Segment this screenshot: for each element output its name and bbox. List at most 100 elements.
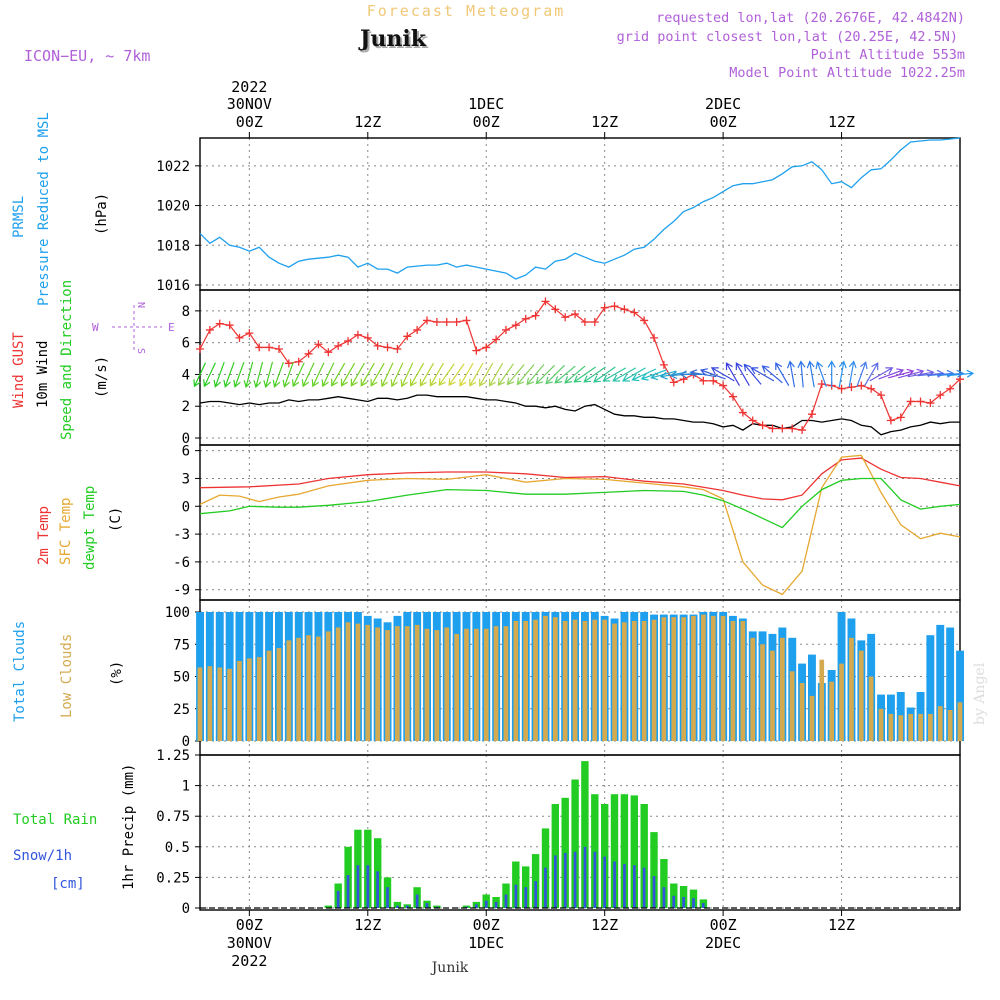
total-cloud-bar xyxy=(926,635,935,741)
gust-marker xyxy=(817,379,826,388)
snow-bar xyxy=(504,894,508,908)
wind-arrow xyxy=(360,362,375,387)
gust-marker xyxy=(284,359,293,368)
low-cloud-bar xyxy=(582,621,588,741)
low-cloud-bar xyxy=(256,657,262,741)
gust-marker xyxy=(255,343,264,352)
precip-ytick-label: 0 xyxy=(182,901,190,917)
clouds-ytick-label: 25 xyxy=(173,702,190,718)
gust-marker xyxy=(482,343,491,352)
wind-arrow xyxy=(233,361,245,388)
wind-arrow xyxy=(775,362,790,387)
wind-arrow xyxy=(848,360,857,388)
wind-arrow xyxy=(725,362,741,387)
top-hour-label: 00Z xyxy=(236,113,263,131)
wind-arrow xyxy=(827,360,836,388)
rain-bar xyxy=(601,804,609,908)
gust-marker xyxy=(906,397,915,406)
snow-bar xyxy=(544,867,547,908)
rain-bar xyxy=(571,779,579,908)
gust-marker xyxy=(245,329,254,338)
low-cloud-bar xyxy=(789,671,795,741)
temperature-ytick-label: -3 xyxy=(173,527,190,543)
low-cloud-bar xyxy=(819,659,825,741)
gust-marker xyxy=(807,410,816,419)
pressure-ytick-label: 1018 xyxy=(156,238,190,254)
wind-arrow xyxy=(937,369,965,378)
gust-marker xyxy=(768,424,777,433)
low-cloud-bar xyxy=(947,710,953,741)
temperature-ytick-label: -6 xyxy=(173,555,190,571)
gust-marker xyxy=(274,345,283,354)
low-cloud-bar xyxy=(750,637,756,741)
low-cloud-bar xyxy=(237,661,242,741)
wind-arrow xyxy=(710,367,735,382)
gust-marker xyxy=(265,343,274,352)
wind-arrow xyxy=(410,362,425,387)
wind-arrow xyxy=(429,362,444,387)
snow-bar xyxy=(396,905,399,908)
top-hour-label: 12Z xyxy=(828,113,855,131)
precip-panel: 0 0.25 0.5 0.75 1 1.25 xyxy=(156,748,961,917)
low-cloud-bar xyxy=(631,621,637,741)
low-cloud-bar xyxy=(385,630,390,741)
gust-marker xyxy=(314,340,323,349)
gust-marker xyxy=(738,408,747,417)
rain-bar xyxy=(393,901,402,908)
bottom-hour-label: 12Z xyxy=(591,916,618,934)
wind-arrow xyxy=(390,362,404,388)
model-altitude: Model Point Altitude 1022.25m xyxy=(729,65,965,81)
top-day-label: 1DEC xyxy=(468,95,504,113)
rain-label: Total Rain xyxy=(13,812,97,828)
product-title: Forecast Meteogram xyxy=(367,2,566,20)
wind-arrow xyxy=(193,362,207,388)
gust-marker xyxy=(837,384,846,393)
low-cloud-bar xyxy=(839,663,844,741)
clouds-ytick-label: 100 xyxy=(165,605,190,621)
wind-arrow xyxy=(838,360,847,388)
wind-arrow xyxy=(292,362,305,388)
gust-marker xyxy=(462,316,471,325)
pressure-ytick-label: 1016 xyxy=(156,278,190,294)
low-cloud-bar xyxy=(858,650,864,741)
wind-arrow xyxy=(223,361,235,388)
low-cloud-bar xyxy=(286,640,292,741)
snow-bar xyxy=(583,846,587,908)
low-cloud-bar xyxy=(553,617,558,741)
low-cloud-bar xyxy=(543,615,548,741)
rain-bar xyxy=(640,804,648,908)
gust-marker xyxy=(778,424,787,433)
wind-arrow xyxy=(743,363,762,385)
wind-arrow xyxy=(878,368,905,380)
bottom-day-label: 1DEC xyxy=(468,934,504,952)
top-day-label: 2DEC xyxy=(705,95,741,113)
low-cloud-bar xyxy=(375,627,380,741)
low-cloud-bar xyxy=(661,617,667,741)
wind-unit: (m/s) xyxy=(94,356,110,398)
compass-n: N xyxy=(135,302,146,308)
gust-marker xyxy=(590,318,599,327)
low-cloud-bar xyxy=(928,713,933,741)
low-cloud-bar xyxy=(612,623,617,741)
gust-marker xyxy=(896,413,905,422)
low-cloud-bar xyxy=(799,683,805,741)
rain-bar xyxy=(324,905,332,908)
pressure-line xyxy=(199,137,961,280)
gust-marker xyxy=(610,302,619,311)
gust-marker xyxy=(215,319,224,328)
wind-label: 10m Wind xyxy=(35,341,51,408)
wind-arrow xyxy=(869,367,894,382)
wind-arrow xyxy=(282,361,294,388)
snow-bar xyxy=(682,897,685,908)
gust-marker xyxy=(580,318,589,327)
snow-bar xyxy=(475,904,478,908)
pressure-unit: (hPa) xyxy=(94,193,110,235)
wind-arrow xyxy=(400,362,414,388)
wind-panel: 0 2 4 6 8 xyxy=(182,289,975,447)
gust-marker xyxy=(956,375,964,384)
low-cloud-bar xyxy=(316,636,321,741)
top-day-label: 30NOV xyxy=(227,95,272,113)
